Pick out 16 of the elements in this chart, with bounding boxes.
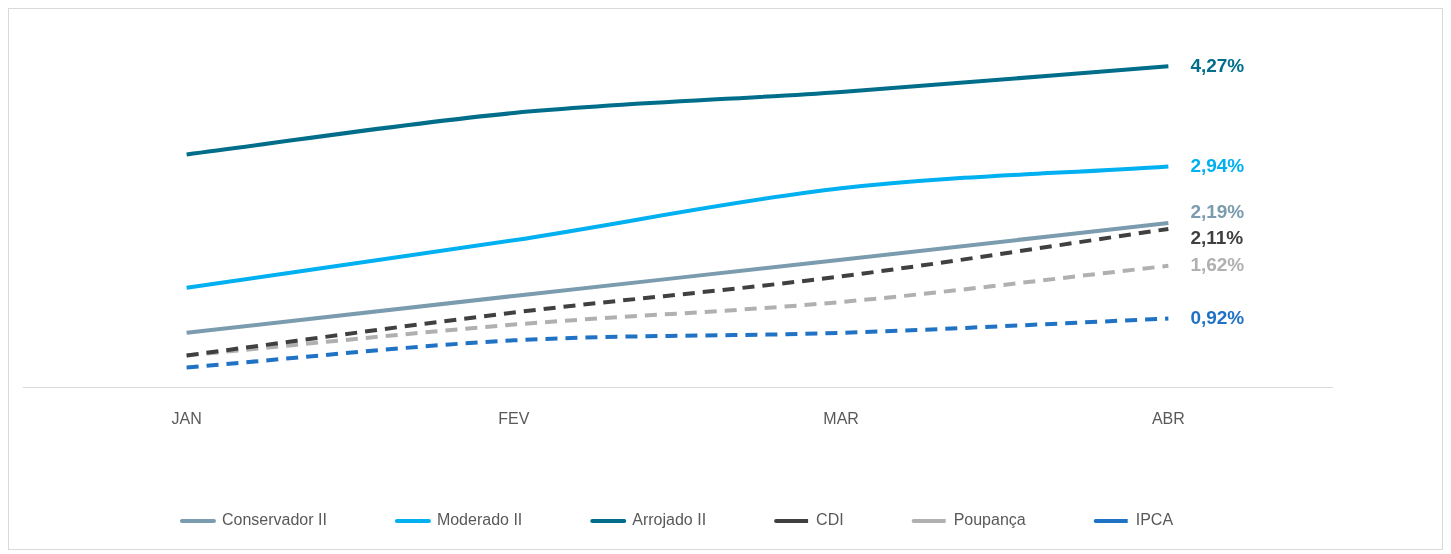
x-tick-label: ABR	[1151, 409, 1185, 427]
legend-label: IPCA	[1135, 511, 1174, 529]
data-label: 2,94%	[1190, 154, 1245, 176]
legend-label: Arrojado II	[632, 511, 707, 529]
legend-label: Poupança	[953, 511, 1026, 529]
legend-label: CDI	[816, 511, 844, 529]
data-label: 1,62%	[1190, 254, 1245, 276]
data-label: 4,27%	[1190, 54, 1245, 76]
legend-label: Moderado II	[436, 511, 523, 529]
x-tick-label: FEV	[498, 409, 530, 427]
data-label: 0,92%	[1190, 306, 1245, 328]
x-tick-label: MAR	[823, 409, 859, 427]
data-label: 2,19%	[1190, 201, 1245, 223]
x-tick-label: JAN	[171, 409, 202, 427]
data-label: 2,11%	[1190, 227, 1244, 249]
legend-label: Conservador II	[221, 511, 327, 529]
